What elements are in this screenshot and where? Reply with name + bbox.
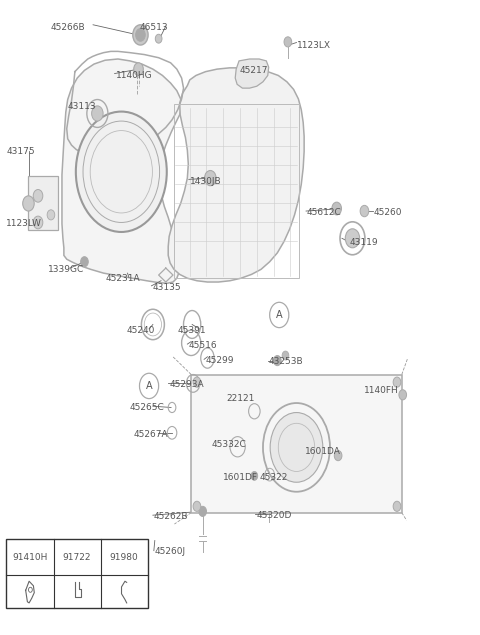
Circle shape [199, 506, 206, 516]
Circle shape [399, 390, 407, 400]
Circle shape [133, 25, 148, 45]
Circle shape [156, 34, 162, 43]
Circle shape [282, 351, 289, 360]
Circle shape [193, 377, 201, 387]
Text: 43135: 43135 [153, 283, 181, 291]
Text: 1601DA: 1601DA [305, 447, 341, 457]
Text: 43175: 43175 [6, 147, 35, 156]
Text: 91980: 91980 [110, 552, 138, 561]
Text: 1140HG: 1140HG [116, 71, 152, 80]
Circle shape [284, 37, 292, 47]
Circle shape [274, 356, 281, 366]
Text: 1601DF: 1601DF [223, 472, 258, 482]
Text: 45240: 45240 [126, 326, 155, 335]
Circle shape [134, 63, 144, 76]
Text: 45231A: 45231A [106, 274, 141, 283]
Circle shape [251, 471, 258, 480]
Circle shape [204, 171, 216, 185]
Text: 45516: 45516 [188, 341, 217, 350]
Circle shape [332, 202, 341, 215]
Text: 43253B: 43253B [269, 358, 303, 366]
Text: 1140FH: 1140FH [363, 387, 398, 396]
Circle shape [270, 413, 323, 482]
Bar [174, 104, 300, 278]
Text: 45262B: 45262B [154, 512, 188, 521]
Text: 1430JB: 1430JB [190, 177, 221, 186]
Circle shape [393, 377, 401, 387]
Circle shape [92, 106, 103, 121]
Circle shape [76, 112, 167, 232]
Circle shape [193, 501, 201, 511]
Circle shape [81, 257, 88, 267]
Text: 45332C: 45332C [211, 439, 246, 449]
Text: 45260: 45260 [374, 208, 403, 217]
Text: 45260J: 45260J [155, 547, 186, 556]
Text: 45217: 45217 [240, 66, 268, 75]
Text: 1339GC: 1339GC [48, 265, 84, 274]
Text: 45391: 45391 [178, 326, 206, 335]
Text: 46513: 46513 [140, 23, 168, 32]
Circle shape [136, 29, 145, 41]
Text: 45266B: 45266B [51, 23, 85, 32]
Circle shape [33, 216, 43, 229]
Text: A: A [146, 381, 152, 391]
Circle shape [23, 196, 34, 211]
Text: A: A [276, 310, 283, 320]
Text: 43113: 43113 [68, 102, 96, 111]
Text: 1123LX: 1123LX [298, 41, 331, 50]
Circle shape [345, 229, 360, 248]
Text: 22121: 22121 [227, 394, 255, 403]
Text: 45265C: 45265C [130, 403, 165, 412]
Polygon shape [235, 59, 269, 88]
Text: 91722: 91722 [63, 552, 91, 561]
Circle shape [47, 210, 55, 220]
Bar [28, 176, 58, 230]
Circle shape [360, 205, 369, 217]
Polygon shape [168, 68, 304, 282]
Text: 45299: 45299 [205, 356, 234, 365]
Text: 45293A: 45293A [169, 380, 204, 389]
Bar [6, 539, 148, 608]
Circle shape [393, 501, 401, 511]
Text: 1123LW: 1123LW [6, 219, 42, 228]
Bar [191, 375, 402, 512]
Text: 91410H: 91410H [12, 552, 48, 561]
Text: 45322: 45322 [259, 472, 288, 482]
Text: 45267A: 45267A [134, 430, 168, 439]
Text: 45320D: 45320D [256, 511, 292, 519]
Text: 45612C: 45612C [307, 208, 342, 217]
Polygon shape [62, 59, 181, 283]
Text: 43119: 43119 [349, 238, 378, 247]
Circle shape [33, 189, 43, 202]
Circle shape [334, 451, 342, 461]
